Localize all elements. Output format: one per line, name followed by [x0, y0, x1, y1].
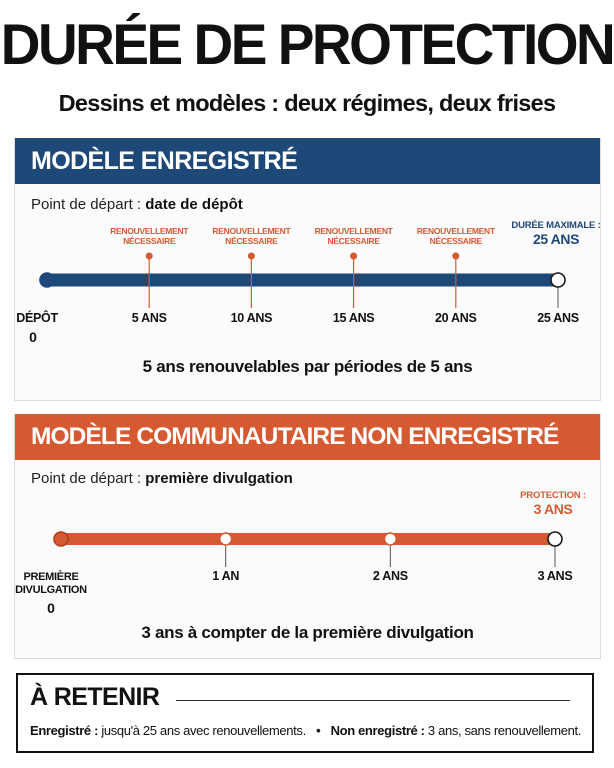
- unregistered-axis-label: 1 AN: [212, 569, 239, 583]
- registered-axis-label: 20 ANS: [435, 311, 477, 325]
- registered-renewal-label: NÉCESSAIRE: [327, 236, 380, 246]
- registered-renewal-label: RENOUVELLEMENT: [417, 226, 496, 236]
- registered-heading: MODÈLE ENREGISTRÉ: [15, 138, 600, 184]
- registered-design-card: MODÈLE ENREGISTRÉ Point de départ : date…: [14, 138, 601, 401]
- registered-axis-label: DÉPÔT: [16, 310, 58, 325]
- unregistered-axis-label: 3 ANS: [538, 569, 573, 583]
- registered-axis-label: 25 ANS: [537, 311, 579, 325]
- note-unregistered-label: Non enregistré :: [330, 723, 425, 738]
- unregistered-axis-label: 2 ANS: [373, 569, 408, 583]
- unregistered-axis-label: PREMIÈRE: [23, 570, 78, 583]
- key-takeaway-box: À RETENIR Enregistré : jusqu'à 25 ans av…: [16, 673, 594, 753]
- registered-axis-label: 15 ANS: [333, 311, 375, 325]
- unregistered-end-value: 3 ANS: [534, 501, 573, 517]
- unregistered-start-value: première divulgation: [145, 470, 293, 487]
- registered-renewal-dot: [350, 252, 358, 260]
- page-title: DURÉE DE PROTECTION: [0, 11, 614, 77]
- unregistered-node: [383, 532, 398, 546]
- unregistered-heading: MODÈLE COMMUNAUTAIRE NON ENREGISTRÉ: [15, 414, 600, 460]
- note-registered-text: jusqu'à 25 ans avec renouvellements.: [101, 723, 306, 738]
- unregistered-axis-label-line2: DIVULGATION: [15, 584, 87, 596]
- registered-end-label: DURÉE MAXIMALE :: [511, 220, 600, 231]
- key-takeaway-text: Enregistré : jusqu'à 25 ans avec renouve…: [30, 723, 581, 738]
- registered-renewal-label: NÉCESSAIRE: [430, 236, 483, 246]
- key-takeaway-title: À RETENIR: [30, 683, 160, 711]
- unregistered-node: [547, 531, 563, 547]
- registered-renewal-label: RENOUVELLEMENT: [315, 226, 394, 236]
- registered-node: [550, 272, 566, 288]
- unregistered-node: [53, 531, 69, 547]
- registered-summary: 5 ans renouvelables par périodes de 5 an…: [142, 357, 473, 376]
- note-registered-label: Enregistré :: [30, 723, 99, 738]
- registered-renewal-dot: [452, 252, 460, 260]
- registered-renewal-dot: [247, 252, 255, 260]
- note-separator: •: [316, 723, 321, 738]
- registered-renewal-label: NÉCESSAIRE: [123, 236, 176, 246]
- registered-node: [39, 272, 55, 288]
- unregistered-start-prefix: Point de départ :: [31, 470, 142, 487]
- registered-axis-label: 5 ANS: [132, 311, 167, 325]
- unregistered-summary: 3 ans à compter de la première divulgati…: [141, 623, 474, 642]
- unregistered-end-label: PROTECTION :: [520, 490, 586, 501]
- page-subtitle: Dessins et modèles : deux régimes, deux …: [58, 90, 556, 116]
- registered-renewal-label: NÉCESSAIRE: [225, 236, 278, 246]
- note-unregistered-text: 3 ans, sans renouvellement.: [427, 723, 582, 738]
- registered-end-value: 25 ANS: [533, 231, 579, 247]
- unregistered-node: [218, 532, 233, 546]
- unregistered-start-point: Point de départ : première divulgation: [31, 470, 293, 487]
- registered-start-point: Point de départ : date de dépôt: [31, 196, 243, 213]
- registered-start-prefix: Point de départ :: [31, 196, 142, 213]
- unregistered-design-card: MODÈLE COMMUNAUTAIRE NON ENREGISTRÉ Poin…: [14, 414, 601, 659]
- registered-axis-sublabel: 0: [29, 329, 37, 345]
- registered-renewal-label: RENOUVELLEMENT: [110, 226, 189, 236]
- key-takeaway-rule: [176, 700, 570, 701]
- unregistered-axis-sublabel: 0: [47, 600, 55, 616]
- registered-axis-label: 10 ANS: [231, 311, 273, 325]
- registered-start-value: date de dépôt: [145, 196, 243, 213]
- registered-renewal-dot: [145, 252, 153, 260]
- registered-renewal-label: RENOUVELLEMENT: [212, 226, 291, 236]
